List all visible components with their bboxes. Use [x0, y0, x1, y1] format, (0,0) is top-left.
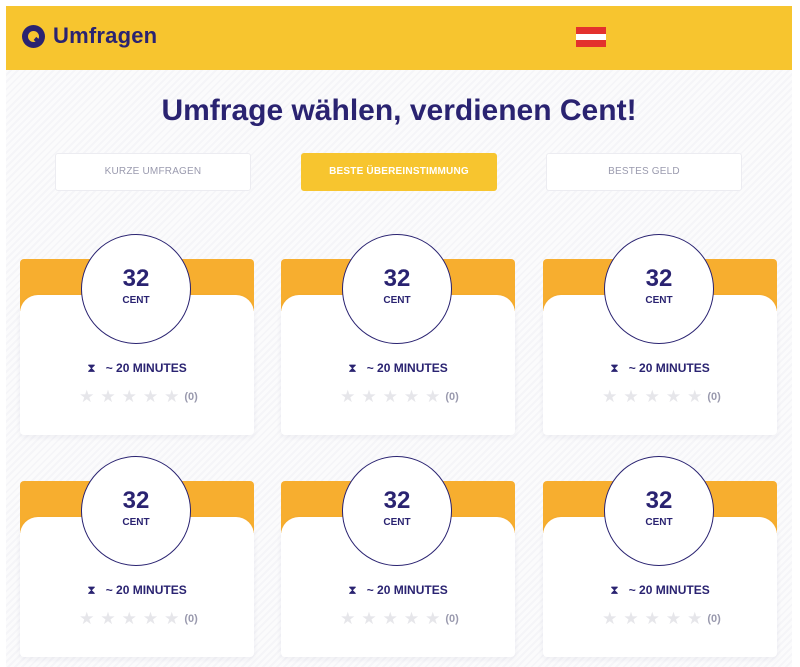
survey-duration: ⧗ ~ 20 MINUTES: [281, 583, 515, 598]
title-highlight: Cent: [559, 94, 627, 127]
reward-circle: 32 CENT: [81, 234, 191, 344]
star-icon: ★: [361, 387, 377, 406]
star-icon: ★: [164, 387, 180, 406]
survey-card[interactable]: 32 CENT ⧗ ~ 20 MINUTES ★ ★ ★ ★ ★ (0): [20, 456, 254, 661]
star-icon: ★: [425, 387, 441, 406]
reward-unit: CENT: [383, 517, 411, 528]
rating-stars: ★ ★ ★ ★ ★ (0): [281, 387, 515, 407]
duration-text: ~ 20 MINUTES: [105, 361, 187, 375]
austria-flag-icon[interactable]: [576, 27, 606, 48]
reward-unit: CENT: [645, 295, 673, 306]
tab-best-money[interactable]: BESTES GELD: [546, 153, 742, 191]
hourglass-icon: ⧗: [610, 583, 619, 597]
survey-duration: ⧗ ~ 20 MINUTES: [281, 361, 515, 376]
star-icon: ★: [382, 609, 398, 628]
rating-stars: ★ ★ ★ ★ ★ (0): [543, 387, 777, 407]
rating-count: (0): [707, 613, 721, 625]
survey-duration: ⧗ ~ 20 MINUTES: [543, 361, 777, 376]
star-icon: ★: [602, 387, 618, 406]
hourglass-icon: ⧗: [348, 583, 357, 597]
tab-short-surveys[interactable]: KURZE UMFRAGEN: [55, 153, 251, 191]
rating-stars: ★ ★ ★ ★ ★ (0): [20, 387, 254, 407]
star-icon: ★: [623, 387, 639, 406]
star-icon: ★: [79, 609, 95, 628]
star-icon: ★: [361, 609, 377, 628]
star-icon: ★: [403, 387, 420, 406]
survey-card[interactable]: 32 CENT ⧗ ~ 20 MINUTES ★ ★ ★ ★ ★ (0): [281, 234, 515, 439]
reward-amount: 32: [645, 487, 673, 514]
header-bar: Umfragen: [6, 6, 792, 70]
reward-unit: CENT: [645, 517, 673, 528]
hourglass-icon: ⧗: [348, 361, 357, 375]
hourglass-icon: ⧗: [610, 361, 619, 375]
star-icon: ★: [340, 609, 356, 628]
star-icon: ★: [100, 609, 116, 628]
reward-unit: CENT: [122, 295, 150, 306]
reward-amount: 32: [122, 487, 150, 514]
star-icon: ★: [665, 609, 682, 628]
rating-stars: ★ ★ ★ ★ ★ (0): [543, 609, 777, 629]
reward-circle: 32 CENT: [342, 456, 452, 566]
tab-best-match[interactable]: BESTE ÜBEREINSTIMMUNG: [301, 153, 497, 191]
star-icon: ★: [644, 387, 660, 406]
brand-name: Umfragen: [53, 23, 158, 48]
survey-duration: ⧗ ~ 20 MINUTES: [20, 583, 254, 598]
page: Umfragen Umfrage wählen, verdienen Cent!…: [6, 6, 792, 667]
star-icon: ★: [340, 387, 356, 406]
rating-count: (0): [184, 391, 198, 403]
reward-unit: CENT: [122, 517, 150, 528]
star-icon: ★: [403, 609, 420, 628]
survey-card[interactable]: 32 CENT ⧗ ~ 20 MINUTES ★ ★ ★ ★ ★ (0): [281, 456, 515, 661]
survey-card[interactable]: 32 CENT ⧗ ~ 20 MINUTES ★ ★ ★ ★ ★ (0): [543, 234, 777, 439]
rating-stars: ★ ★ ★ ★ ★ (0): [20, 609, 254, 629]
duration-text: ~ 20 MINUTES: [105, 583, 187, 597]
rating-count: (0): [184, 613, 198, 625]
reward-circle: 32 CENT: [81, 456, 191, 566]
star-icon: ★: [121, 609, 137, 628]
survey-card[interactable]: 32 CENT ⧗ ~ 20 MINUTES ★ ★ ★ ★ ★ (0): [543, 456, 777, 661]
star-icon: ★: [121, 387, 137, 406]
page-title: Umfrage wählen, verdienen Cent!: [6, 94, 792, 128]
survey-card[interactable]: 32 CENT ⧗ ~ 20 MINUTES ★ ★ ★ ★ ★ (0): [20, 234, 254, 439]
hourglass-icon: ⧗: [87, 361, 96, 375]
reward-amount: 32: [122, 265, 150, 292]
duration-text: ~ 20 MINUTES: [366, 361, 448, 375]
reward-amount: 32: [383, 487, 411, 514]
reward-circle: 32 CENT: [342, 234, 452, 344]
reward-amount: 32: [645, 265, 673, 292]
rating-count: (0): [445, 613, 459, 625]
star-icon: ★: [644, 609, 660, 628]
survey-duration: ⧗ ~ 20 MINUTES: [543, 583, 777, 598]
reward-circle: 32 CENT: [604, 234, 714, 344]
rating-stars: ★ ★ ★ ★ ★ (0): [281, 609, 515, 629]
star-icon: ★: [100, 387, 116, 406]
star-icon: ★: [142, 387, 159, 406]
star-icon: ★: [382, 387, 398, 406]
duration-text: ~ 20 MINUTES: [628, 361, 710, 375]
reward-unit: CENT: [383, 295, 411, 306]
star-icon: ★: [142, 609, 159, 628]
title-suffix: !: [626, 94, 637, 127]
star-icon: ★: [79, 387, 95, 406]
q-logo-icon: [22, 24, 45, 48]
star-icon: ★: [602, 609, 618, 628]
hourglass-icon: ⧗: [87, 583, 96, 597]
star-icon: ★: [687, 387, 703, 406]
rating-count: (0): [445, 391, 459, 403]
star-icon: ★: [687, 609, 703, 628]
reward-circle: 32 CENT: [604, 456, 714, 566]
rating-count: (0): [707, 391, 721, 403]
brand-logo[interactable]: Umfragen: [22, 23, 157, 49]
star-icon: ★: [425, 609, 441, 628]
duration-text: ~ 20 MINUTES: [366, 583, 448, 597]
reward-amount: 32: [383, 265, 411, 292]
title-prefix: Umfrage wählen, verdienen: [161, 94, 560, 127]
star-icon: ★: [665, 387, 682, 406]
star-icon: ★: [623, 609, 639, 628]
star-icon: ★: [164, 609, 180, 628]
survey-duration: ⧗ ~ 20 MINUTES: [20, 361, 254, 376]
duration-text: ~ 20 MINUTES: [628, 583, 710, 597]
